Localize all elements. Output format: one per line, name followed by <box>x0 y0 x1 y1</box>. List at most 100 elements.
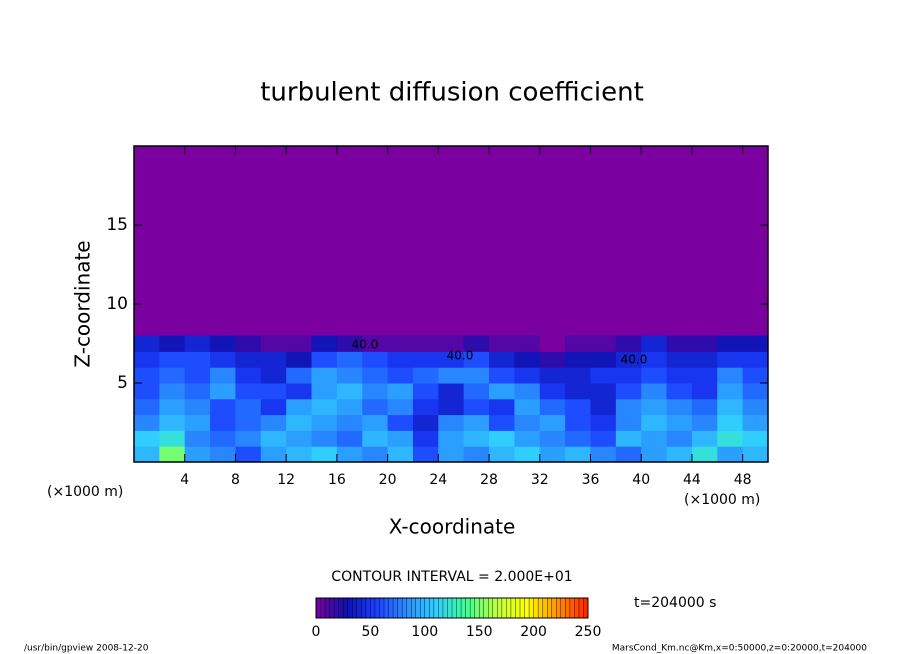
cell <box>184 414 211 431</box>
cell <box>489 414 515 431</box>
cell <box>489 351 515 368</box>
colorbar-segment <box>320 597 326 619</box>
cell <box>742 383 769 400</box>
cell <box>184 398 211 416</box>
colorbar-segment <box>574 597 580 619</box>
chart-title: turbulent diffusion coefficient <box>260 78 644 108</box>
cell <box>159 446 186 463</box>
cell <box>387 398 414 416</box>
colorbar-segment <box>343 597 349 619</box>
cell <box>286 335 313 352</box>
colorbar-segment <box>333 597 340 619</box>
cell <box>641 414 668 431</box>
colorbar-segment <box>542 597 548 619</box>
cell <box>691 446 718 463</box>
contour-label: 40.0 <box>621 353 648 367</box>
cell <box>134 383 160 400</box>
colorbar-segment <box>370 597 376 619</box>
cell <box>463 414 490 431</box>
cell <box>184 351 211 368</box>
colorbar-tick-label: 150 <box>466 624 493 640</box>
cell <box>590 430 617 447</box>
colorbar-segment <box>547 597 553 619</box>
cell <box>387 351 414 368</box>
x-tick-label: 36 <box>582 472 600 488</box>
colorbar-segment <box>497 597 503 619</box>
cell <box>235 398 262 416</box>
cell <box>615 430 642 447</box>
cell <box>489 383 515 400</box>
cell <box>362 351 389 368</box>
cell <box>286 414 313 431</box>
cell <box>286 446 313 463</box>
cell <box>615 351 642 368</box>
colorbar-tick-label: 0 <box>312 624 321 640</box>
cell <box>691 351 718 368</box>
cell <box>260 335 287 352</box>
x-tick-label: 24 <box>429 472 447 488</box>
cell <box>438 430 465 447</box>
cell <box>438 446 465 463</box>
colorbar-segment <box>465 597 471 619</box>
cell <box>159 335 186 352</box>
cell <box>362 367 389 384</box>
cell <box>286 367 313 384</box>
y-tick-label: 15 <box>106 215 128 235</box>
colorbar-segment <box>578 597 584 619</box>
cell <box>666 367 693 384</box>
cell <box>565 383 591 400</box>
cell <box>565 367 591 384</box>
cell <box>412 414 439 431</box>
colorbar-segment <box>406 597 412 619</box>
cell <box>286 430 313 447</box>
cell <box>210 367 236 384</box>
cell <box>717 446 744 463</box>
cell <box>235 367 262 384</box>
colorbar-segment <box>411 597 417 619</box>
contour-label: 40.0 <box>447 349 474 363</box>
contour-label: 40.0 <box>352 338 379 352</box>
cell <box>438 367 465 384</box>
cell <box>286 398 313 416</box>
cell <box>336 335 363 352</box>
colorbar-segment <box>533 597 539 619</box>
cell <box>260 367 287 384</box>
cell <box>235 335 262 352</box>
cell <box>691 383 718 400</box>
cell <box>691 367 718 384</box>
cell <box>336 414 363 431</box>
cell <box>210 398 236 416</box>
x-tick-label: 32 <box>531 472 549 488</box>
colorbar-segment <box>392 597 399 619</box>
cell <box>514 398 541 416</box>
cell <box>336 367 363 384</box>
cell <box>514 446 541 463</box>
cell <box>742 367 769 384</box>
x-unit-left: (×1000 m) <box>47 484 123 500</box>
cell <box>565 430 591 447</box>
colorbar-tick-label: 200 <box>520 624 547 640</box>
cell <box>336 446 363 463</box>
cell <box>387 414 414 431</box>
cell <box>742 398 769 416</box>
cell <box>641 446 668 463</box>
cell <box>666 335 693 352</box>
x-tick-label: 48 <box>734 472 752 488</box>
cell <box>286 351 313 368</box>
cell <box>717 398 744 416</box>
y-tick-label: 5 <box>117 373 128 393</box>
colorbar-segment <box>415 597 421 619</box>
x-tick-label: 4 <box>180 472 189 488</box>
cell <box>336 351 363 368</box>
cell <box>438 398 465 416</box>
cell <box>336 430 363 447</box>
x-tick-label: 20 <box>379 472 397 488</box>
cell <box>565 335 591 352</box>
cell <box>641 398 668 416</box>
cell <box>742 351 769 368</box>
cell <box>742 414 769 431</box>
cell <box>565 398 591 416</box>
cell <box>311 446 338 463</box>
y-axis-label: Z-coordinate <box>71 240 95 367</box>
cell <box>260 446 287 463</box>
